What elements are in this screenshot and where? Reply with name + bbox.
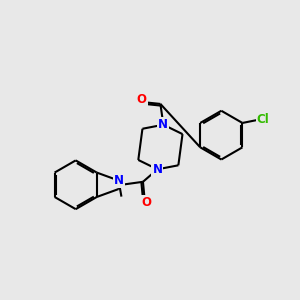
- Text: N: N: [158, 118, 168, 131]
- Text: O: O: [141, 196, 151, 209]
- Text: Cl: Cl: [257, 113, 270, 127]
- Text: O: O: [137, 93, 147, 106]
- Text: N: N: [114, 174, 124, 187]
- Text: N: N: [152, 163, 162, 176]
